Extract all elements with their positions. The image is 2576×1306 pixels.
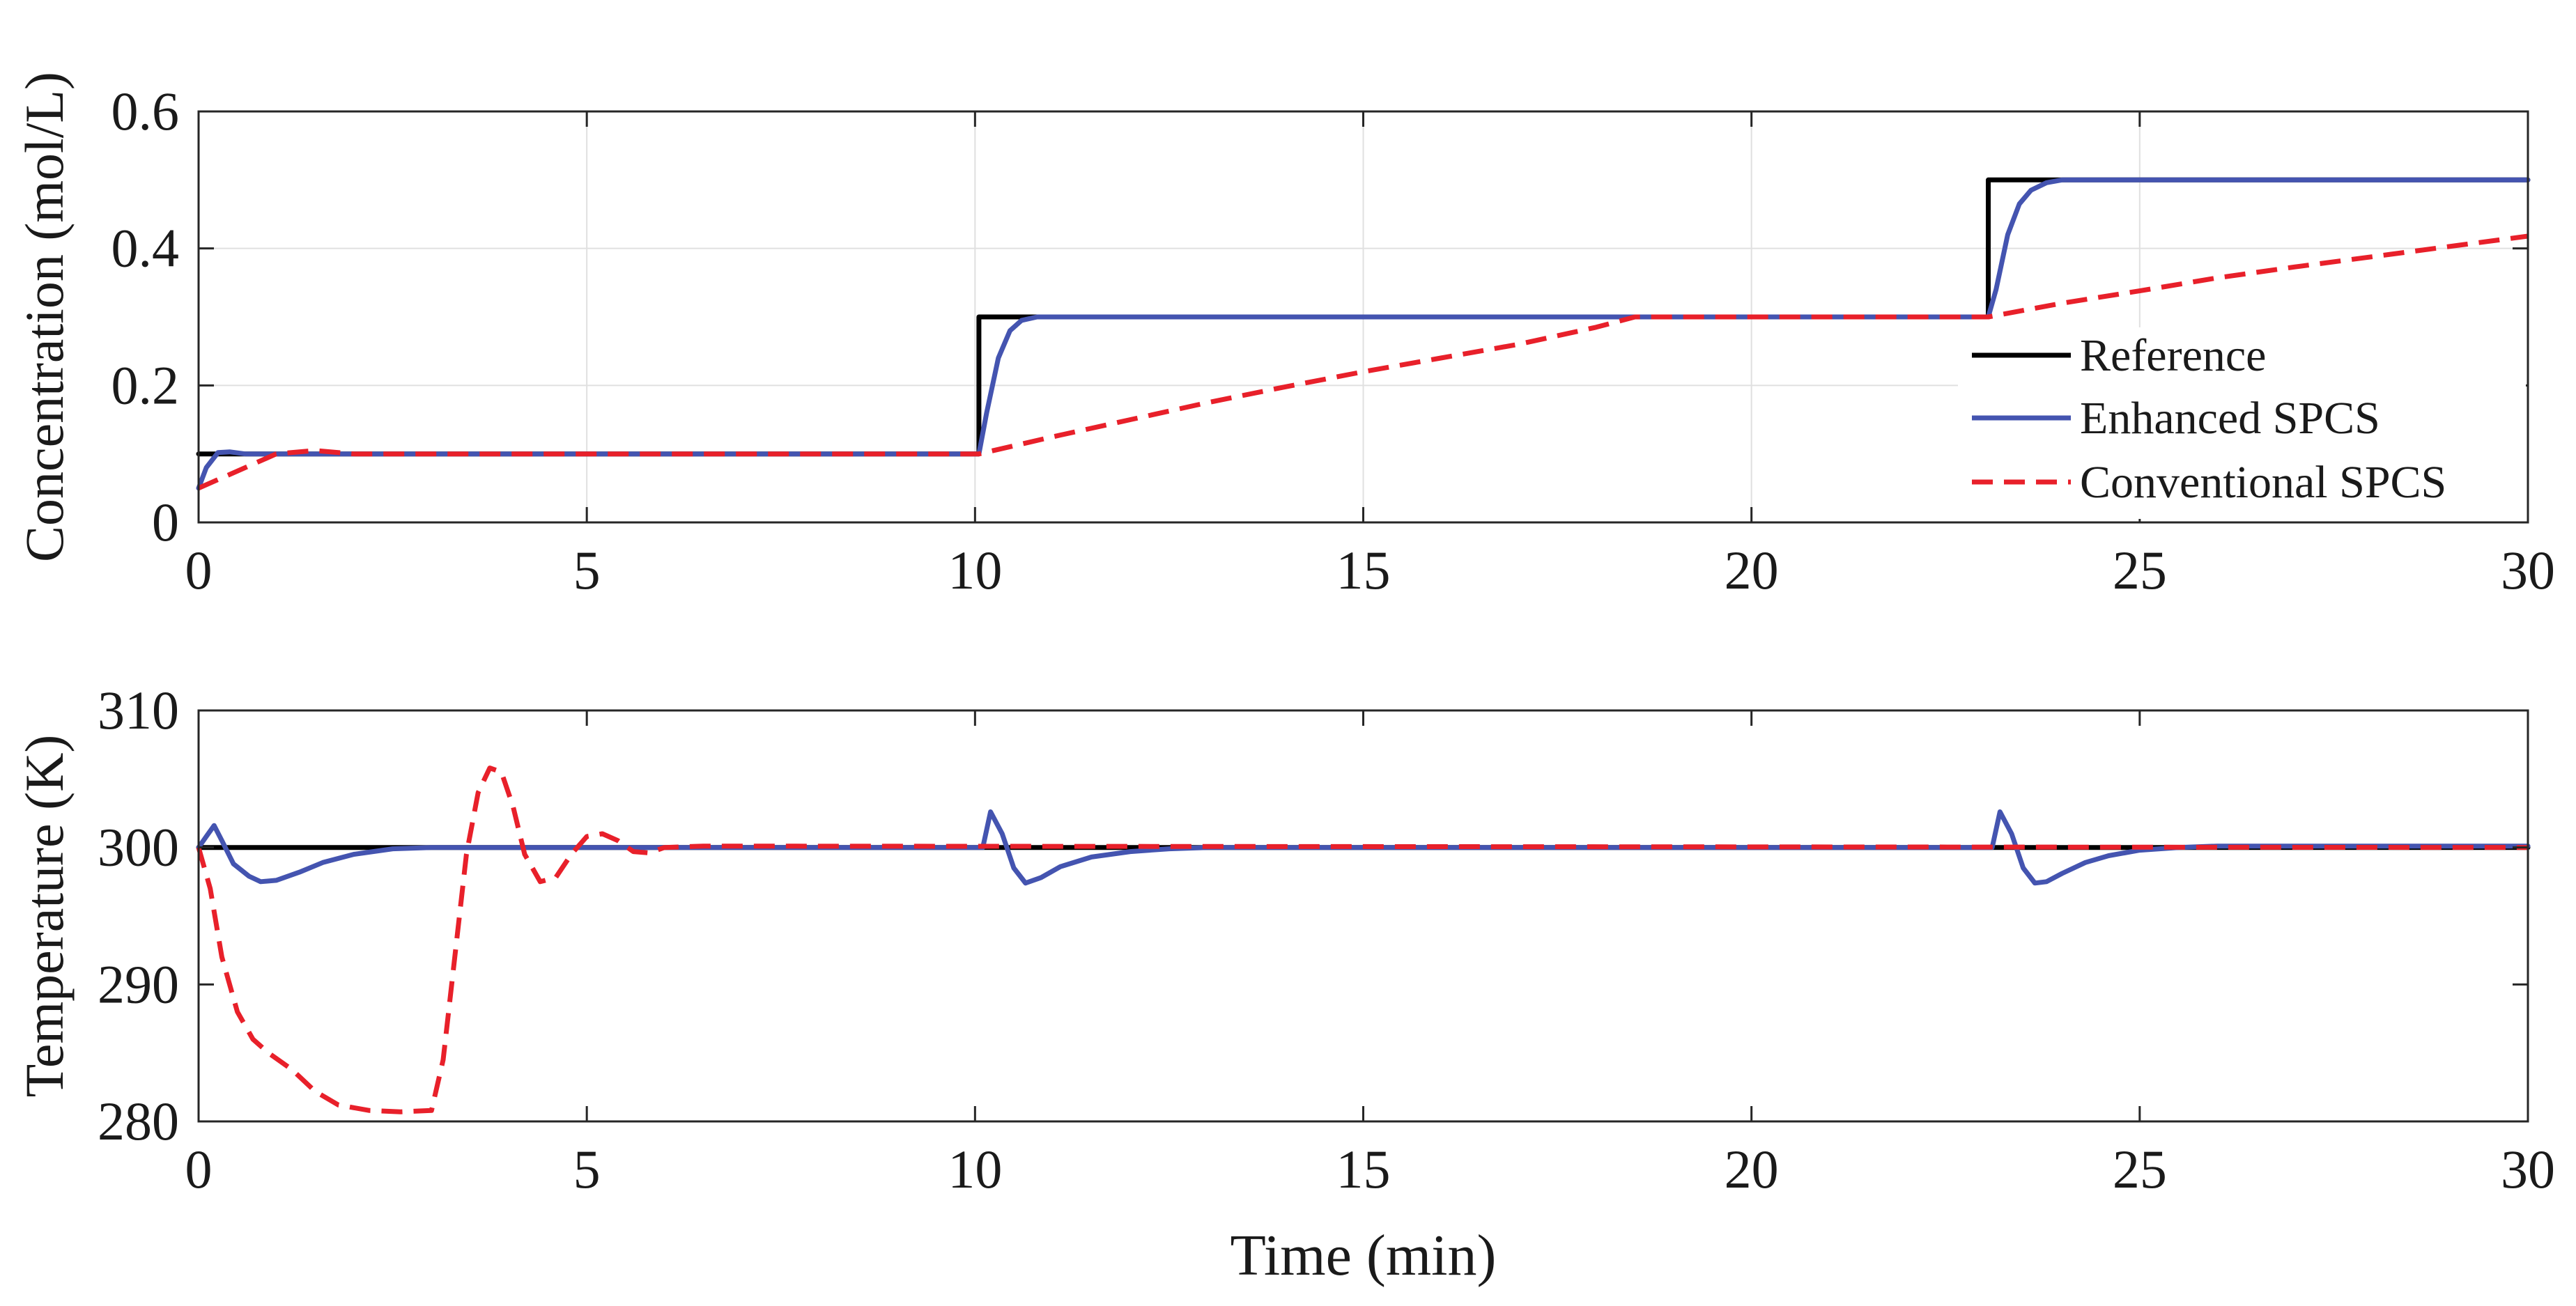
concentration-series-conventional-spcs (197, 233, 2529, 491)
concentration-legend: Reference Enhanced SPCS Conventional SPC… (1958, 327, 2526, 519)
temperature-series-conventional-spcs (196, 765, 2529, 1114)
concentration-chart: 0 5 10 15 20 25 30 0 0.2 0.4 0.6 Concentration (m… (14, 72, 2555, 600)
temperature-xtick-label: 10 (948, 1139, 1002, 1199)
concentration-xtick-label: 15 (1336, 540, 1391, 600)
temperature-ticks (197, 709, 2529, 1123)
temperature-series-enhanced-spcs (196, 809, 2531, 886)
temperature-ytick-label: 310 (98, 680, 179, 740)
legend-label-conventional-spcs: Conventional SPCS (2080, 457, 2446, 508)
temperature-ytick-label: 300 (98, 817, 179, 878)
temperature-ytick-label: 280 (98, 1091, 179, 1151)
concentration-series-layer (196, 177, 2531, 491)
temperature-x-tick-labels: 0 5 10 15 20 25 30 (185, 1139, 2556, 1199)
concentration-series-enhanced-spcs (196, 177, 2531, 491)
legend-box (1958, 327, 2526, 519)
temperature-ytick-label: 290 (98, 954, 179, 1014)
concentration-xtick-label: 20 (1725, 540, 1779, 600)
temperature-xtick-label: 15 (1336, 1139, 1391, 1199)
temperature-xtick-label: 20 (1725, 1139, 1779, 1199)
legend-label-reference: Reference (2080, 330, 2266, 381)
concentration-xtick-label: 25 (2113, 540, 2167, 600)
concentration-ytick-label: 0.2 (111, 355, 180, 415)
legend-label-enhanced-spcs: Enhanced SPCS (2080, 393, 2380, 444)
concentration-ytick-label: 0 (152, 492, 179, 552)
temperature-xtick-label: 5 (573, 1139, 601, 1199)
temperature-xtick-label: 0 (185, 1139, 213, 1199)
temperature-xtick-label: 30 (2501, 1139, 2555, 1199)
concentration-ytick-label: 0.4 (111, 218, 180, 279)
temperature-series-layer (196, 765, 2531, 1114)
concentration-xtick-label: 0 (185, 540, 213, 600)
concentration-y-axis-label: Concentration (mol/L) (14, 72, 75, 562)
concentration-xtick-label: 30 (2501, 540, 2555, 600)
concentration-xtick-label: 5 (573, 540, 601, 600)
concentration-ytick-label: 0.6 (111, 81, 180, 141)
temperature-y-axis-label: Temperature (K) (14, 735, 75, 1098)
temperature-chart: 0 5 10 15 20 25 30 280 290 300 310 Temperature (K… (14, 680, 2555, 1288)
concentration-x-tick-labels: 0 5 10 15 20 25 30 (185, 540, 2556, 600)
concentration-y-tick-labels: 0 0.2 0.4 0.6 (111, 81, 180, 552)
time-x-axis-label: Time (min) (1231, 1223, 1497, 1288)
concentration-xtick-label: 10 (948, 540, 1002, 600)
temperature-xtick-label: 25 (2113, 1139, 2167, 1199)
temperature-y-tick-labels: 280 290 300 310 (98, 680, 179, 1151)
